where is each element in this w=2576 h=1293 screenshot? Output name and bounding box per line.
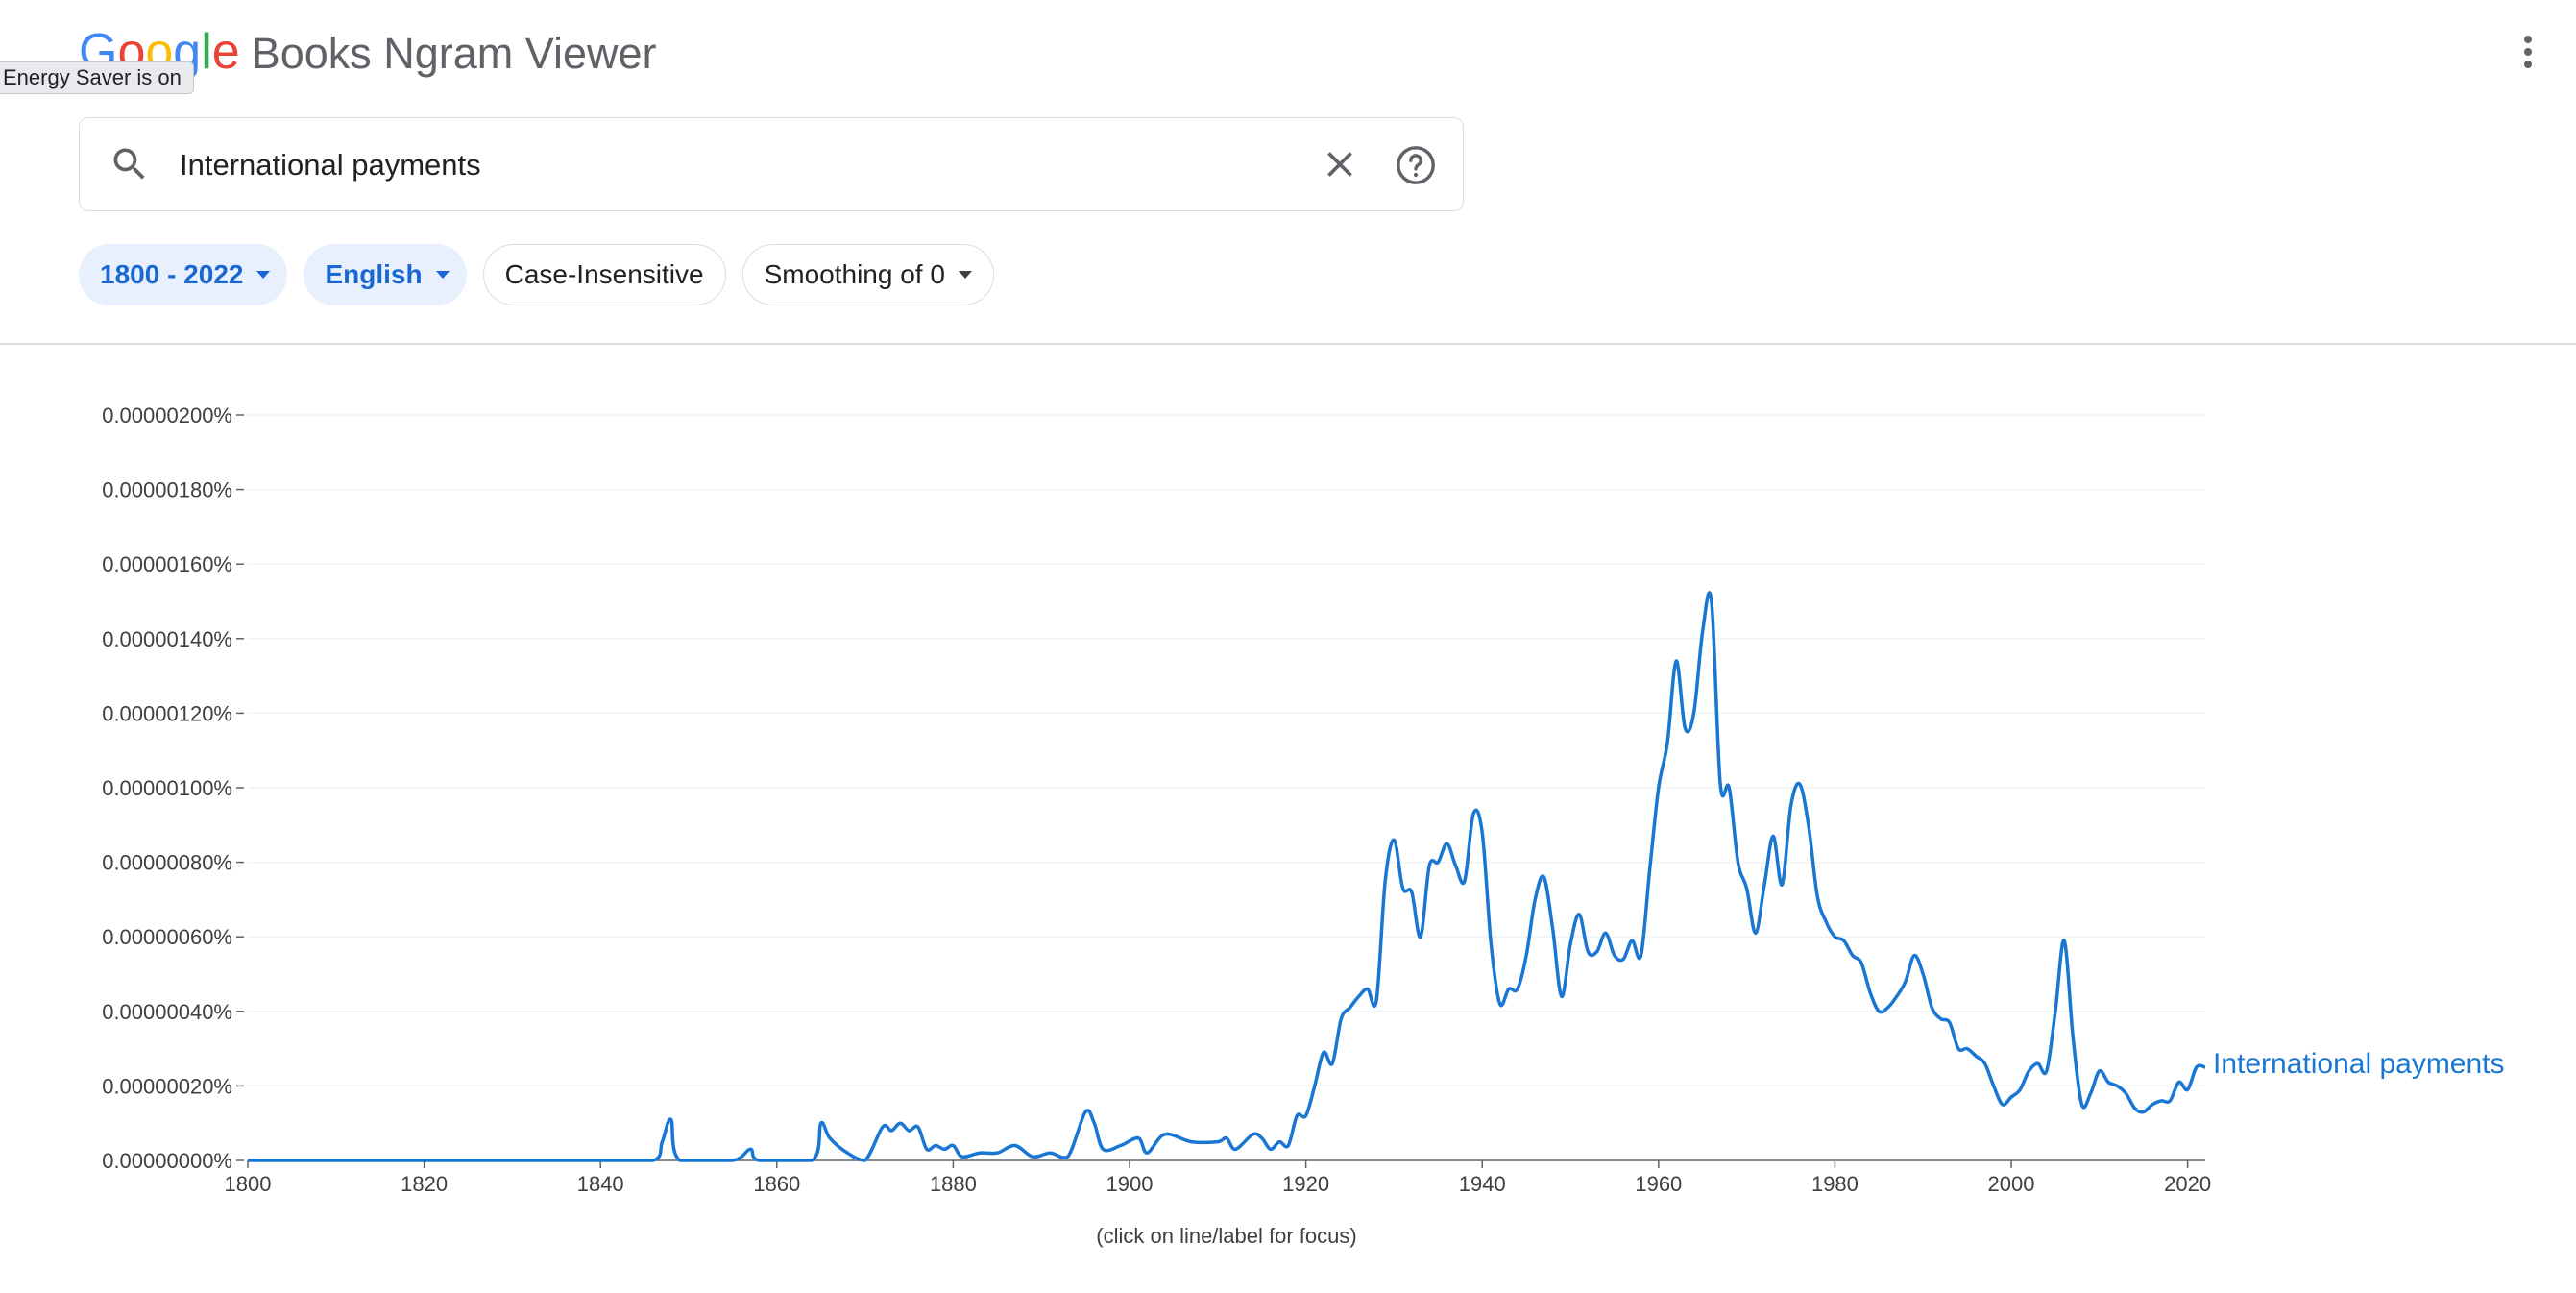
dropdown-arrow-icon xyxy=(435,271,450,279)
close-icon[interactable] xyxy=(1319,143,1361,185)
app-logo[interactable]: Google Books Ngram Viewer xyxy=(79,21,657,83)
x-tick-label: 1920 xyxy=(1282,1172,1329,1196)
y-tick-label: 0.00000180% xyxy=(102,478,232,502)
year-range-dropdown[interactable]: 1800 - 2022 xyxy=(79,244,288,305)
x-tick-label: 1880 xyxy=(930,1172,977,1196)
x-tick-label: 1940 xyxy=(1459,1172,1506,1196)
y-tick-label: 0.00000160% xyxy=(102,552,232,576)
x-tick-label: 1800 xyxy=(225,1172,272,1196)
ngram-chart: 0.00000000% 0.00000020% 0.00000040% 0.00000… xyxy=(0,346,2576,1293)
x-tick-label: 1820 xyxy=(401,1172,448,1196)
x-tick-label: 1900 xyxy=(1106,1172,1154,1196)
y-tick-label: 0.00000000% xyxy=(102,1149,232,1173)
search-box[interactable] xyxy=(79,117,1464,211)
case-insensitive-toggle[interactable]: Case-Insensitive xyxy=(482,244,726,305)
logo-letter: e xyxy=(211,24,240,80)
x-tick-label: 1980 xyxy=(1811,1172,1859,1196)
dropdown-arrow-icon xyxy=(256,271,271,279)
help-icon[interactable] xyxy=(1394,143,1438,187)
x-tick-label: 2020 xyxy=(2164,1172,2211,1196)
google-logo: Google xyxy=(79,21,240,83)
language-dropdown[interactable]: English xyxy=(304,244,467,305)
focus-hint: (click on line/label for focus) xyxy=(1096,1224,1357,1248)
smoothing-label: Smoothing of 0 xyxy=(764,259,945,289)
more-vert-icon[interactable] xyxy=(2507,29,2549,75)
year-range-label: 1800 - 2022 xyxy=(100,259,244,289)
chart-svg: 0.00000000% 0.00000020% 0.00000040% 0.00000… xyxy=(102,403,2505,1196)
smoothing-dropdown[interactable]: Smoothing of 0 xyxy=(741,244,994,305)
y-tick-label: 0.00000020% xyxy=(102,1074,232,1098)
dropdown-arrow-icon xyxy=(958,271,972,279)
y-tick-label: 0.00000120% xyxy=(102,701,232,725)
y-tick-label: 0.00000080% xyxy=(102,851,232,875)
logo-letter: l xyxy=(201,24,212,80)
header: Google Books Ngram Viewer Energy Saver i… xyxy=(0,0,2576,106)
energy-saver-tooltip: Energy Saver is on xyxy=(0,61,194,94)
x-tick-label: 2000 xyxy=(1988,1172,2035,1196)
case-label: Case-Insensitive xyxy=(504,259,704,289)
x-tick-label: 1840 xyxy=(577,1172,624,1196)
search-input[interactable] xyxy=(180,141,1284,189)
x-tick-label: 1960 xyxy=(1635,1172,1682,1196)
search-icon[interactable] xyxy=(109,143,151,185)
x-tick-label: 1860 xyxy=(753,1172,800,1196)
language-label: English xyxy=(325,259,423,289)
divider xyxy=(0,343,2576,345)
series-line[interactable] xyxy=(248,591,2206,1162)
series-label[interactable]: International payments xyxy=(2213,1048,2505,1080)
y-tick-label: 0.00000200% xyxy=(102,403,232,427)
y-tick-label: 0.00000040% xyxy=(102,1000,232,1024)
y-tick-label: 0.00000140% xyxy=(102,627,232,651)
y-tick-label: 0.00000060% xyxy=(102,925,232,949)
y-tick-label: 0.00000100% xyxy=(102,776,232,800)
app-title: Books Ngram Viewer xyxy=(251,29,657,78)
filter-chips: 1800 - 2022 English Case-Insensitive Smo… xyxy=(79,244,994,305)
